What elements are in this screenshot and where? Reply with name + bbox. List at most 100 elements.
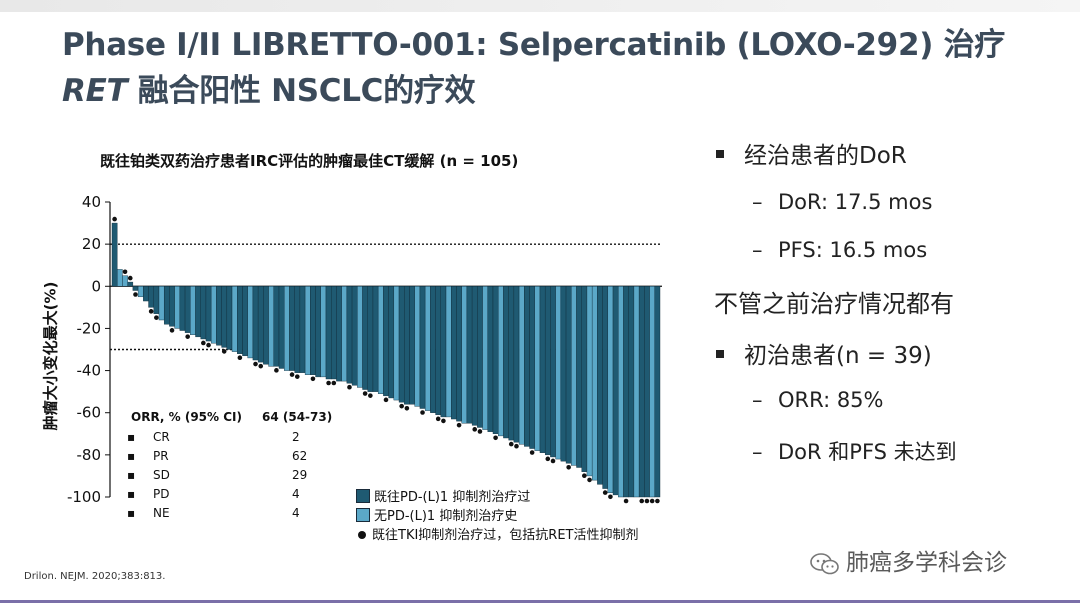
waterfall-bar xyxy=(111,222,118,287)
sub-bullet-pfs: – PFS: 16.5 mos xyxy=(752,238,928,262)
sub-bullet-orr: – ORR: 85% xyxy=(752,388,884,412)
waterfall-bar xyxy=(560,286,567,462)
waterfall-bar xyxy=(649,286,655,498)
slide-title: Phase I/II LIBRETTO-001: Selpercatinib (… xyxy=(62,22,1042,114)
waterfall-bar xyxy=(132,286,139,291)
orr-row-value: 2 xyxy=(292,430,300,444)
waterfall-bar xyxy=(487,286,494,432)
legend-item-tki: 既往TKI抑制剂治疗过，包括抗RET活性抑制剂 xyxy=(358,524,639,543)
waterfall-bar xyxy=(153,286,160,314)
legend-label-tki: 既往TKI抑制剂治疗过，包括抗RET活性抑制剂 xyxy=(372,528,639,543)
waterfall-bar xyxy=(315,286,321,378)
waterfall-bar xyxy=(174,286,181,329)
orr-row-label: CR xyxy=(153,430,170,444)
waterfall-bar xyxy=(341,286,348,382)
tki-dot xyxy=(550,458,556,464)
waterfall-bar xyxy=(586,286,593,477)
waterfall-bar xyxy=(299,286,306,373)
waterfall-bar xyxy=(503,286,509,439)
sub-bullet-dor: – DoR: 17.5 mos xyxy=(752,190,933,214)
waterfall-bar xyxy=(471,286,478,426)
waterfall-bar xyxy=(424,286,431,411)
waterfall-bar xyxy=(351,286,358,386)
waterfall-bar xyxy=(372,286,379,392)
tki-dot xyxy=(456,422,462,428)
waterfall-bar xyxy=(289,286,295,371)
waterfall-bar xyxy=(362,286,368,390)
tki-dot xyxy=(362,391,368,396)
tki-dot xyxy=(441,418,446,424)
wechat-icon xyxy=(810,552,839,574)
tki-dot xyxy=(623,498,629,504)
tki-dot xyxy=(206,342,211,348)
tki-dot xyxy=(347,384,352,390)
waterfall-bar xyxy=(273,286,280,367)
waterfall-bar xyxy=(518,286,525,445)
waterfall-bar xyxy=(451,286,457,420)
waterfall-bar xyxy=(221,286,228,348)
waterfall-bar xyxy=(226,286,233,350)
waterfall-bar xyxy=(388,286,395,399)
waterfall-bar xyxy=(477,286,483,428)
tki-dot xyxy=(399,403,404,409)
bullet-text: 经治患者的DoR xyxy=(744,143,907,169)
waterfall-bar xyxy=(179,286,186,331)
waterfall-bar xyxy=(565,286,572,464)
waterfall-bar xyxy=(310,286,316,375)
waterfall-bar xyxy=(294,286,301,373)
slide-title-ret: RET xyxy=(62,73,128,109)
waterfall-bar xyxy=(117,269,123,287)
orr-row-value: 29 xyxy=(292,468,308,482)
orr-bullet-icon: ▪ xyxy=(127,430,136,444)
waterfall-bar xyxy=(581,286,588,472)
waterfall-bar xyxy=(529,286,535,449)
waterfall-bar xyxy=(482,286,488,430)
waterfall-bar xyxy=(638,286,645,498)
waterfall-bar xyxy=(195,286,201,338)
legend-swatch-light xyxy=(356,508,370,522)
waterfall-bar xyxy=(190,286,196,335)
waterfall-bar xyxy=(200,286,207,340)
waterfall-bar xyxy=(377,286,384,394)
y-tick-label: -80 xyxy=(77,446,102,464)
tki-dot xyxy=(112,216,117,222)
waterfall-bar xyxy=(122,275,128,287)
waterfall-bar xyxy=(591,286,598,481)
waterfall-bar xyxy=(367,286,374,392)
bullet-square-icon xyxy=(716,349,724,358)
waterfall-bar xyxy=(492,286,499,434)
waterfall-bar xyxy=(508,286,515,441)
waterfall-bar xyxy=(513,286,520,443)
waterfall-bar xyxy=(252,286,259,361)
waterfall-bar xyxy=(336,286,342,382)
waterfall-bar xyxy=(205,286,212,342)
tki-dot xyxy=(368,393,373,398)
waterfall-bar xyxy=(325,286,332,380)
tki-dot xyxy=(294,374,300,379)
waterfall-bar xyxy=(304,286,311,375)
bullet-text: 初治患者(n = 39) xyxy=(744,343,932,369)
bottom-accent-line xyxy=(0,600,1080,603)
tki-dot xyxy=(639,498,645,504)
waterfall-bar xyxy=(398,286,405,403)
tki-dot xyxy=(545,456,551,462)
waterfall-bar xyxy=(430,286,436,413)
waterfall-bar xyxy=(576,286,582,468)
top-gradient-bar xyxy=(0,0,1080,12)
orr-row-label: PD xyxy=(153,487,170,501)
waterfall-bar xyxy=(257,286,264,363)
slide-title-line2-rest: 融合阳性 NSCLC的疗效 xyxy=(127,73,476,109)
waterfall-bar xyxy=(633,286,640,498)
tki-dot xyxy=(122,269,128,275)
waterfall-bar xyxy=(216,286,222,346)
tki-dot xyxy=(602,490,608,495)
legend-label-prior-pd-l1: 既往PD-(L)1 抑制剂治疗过 xyxy=(374,490,531,505)
slide-title-line1: Phase I/II LIBRETTO-001: Selpercatinib (… xyxy=(62,27,1005,63)
sub-bullet-text: ORR: 85% xyxy=(778,388,884,412)
watermark: 肺癌多学科会诊 xyxy=(810,543,1007,577)
bullet-naive: 初治患者(n = 39) xyxy=(716,336,932,370)
watermark-text: 肺癌多学科会诊 xyxy=(846,550,1007,576)
waterfall-bar xyxy=(346,286,353,384)
waterfall-bar xyxy=(127,281,134,287)
waterfall-bar xyxy=(654,286,661,498)
